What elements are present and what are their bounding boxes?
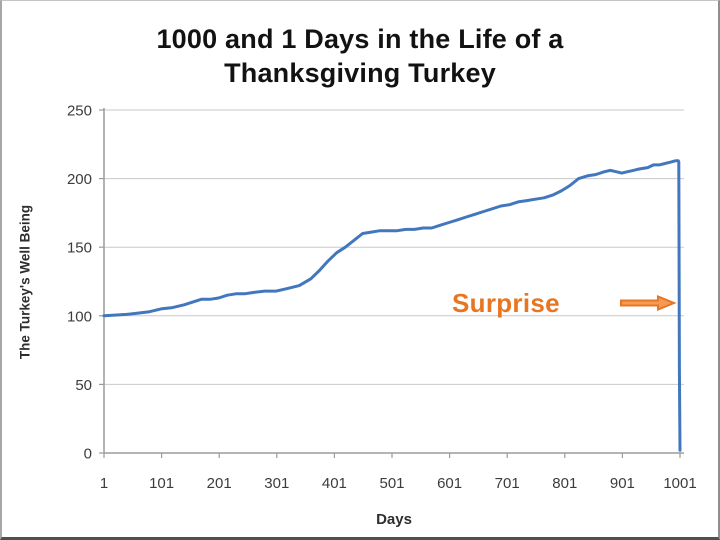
svg-text:101: 101: [149, 475, 174, 492]
surprise-label: Surprise: [452, 287, 560, 318]
svg-text:701: 701: [495, 475, 520, 492]
svg-text:601: 601: [437, 475, 462, 492]
chart-title-line-2: Thanksgiving Turkey: [224, 58, 496, 88]
svg-text:201: 201: [207, 475, 232, 492]
y-axis-tick-labels: 0 50 100 150 200 250: [67, 103, 92, 463]
svg-text:901: 901: [610, 475, 635, 492]
svg-text:301: 301: [264, 475, 289, 492]
svg-text:801: 801: [552, 475, 577, 492]
svg-text:401: 401: [322, 475, 347, 492]
svg-text:150: 150: [67, 240, 92, 257]
surprise-annotation: Surprise: [452, 287, 678, 319]
x-axis-tick-labels: 1 101 201 301 401 501 601 701 801 901 1001: [100, 475, 697, 492]
turkey-wellbeing-line: [102, 159, 682, 452]
svg-text:200: 200: [67, 171, 92, 188]
gridlines: [104, 109, 684, 385]
svg-text:250: 250: [67, 103, 92, 120]
x-axis-title: Days: [376, 511, 412, 528]
svg-text:501: 501: [379, 475, 404, 492]
y-axis-title: The Turkey's Well Being: [17, 204, 33, 360]
svg-text:50: 50: [75, 377, 92, 394]
svg-text:1001: 1001: [663, 475, 696, 492]
svg-text:100: 100: [67, 308, 92, 325]
svg-text:1: 1: [100, 475, 108, 492]
tick-marks: [99, 109, 681, 458]
chart-title: 1000 and 1 Days in the Life of a Thanksg…: [0, 22, 720, 90]
svg-text:0: 0: [84, 446, 92, 463]
axes: [103, 108, 684, 454]
chart-title-line-1: 1000 and 1 Days in the Life of a: [156, 24, 564, 54]
right-arrow-icon: [620, 295, 677, 311]
